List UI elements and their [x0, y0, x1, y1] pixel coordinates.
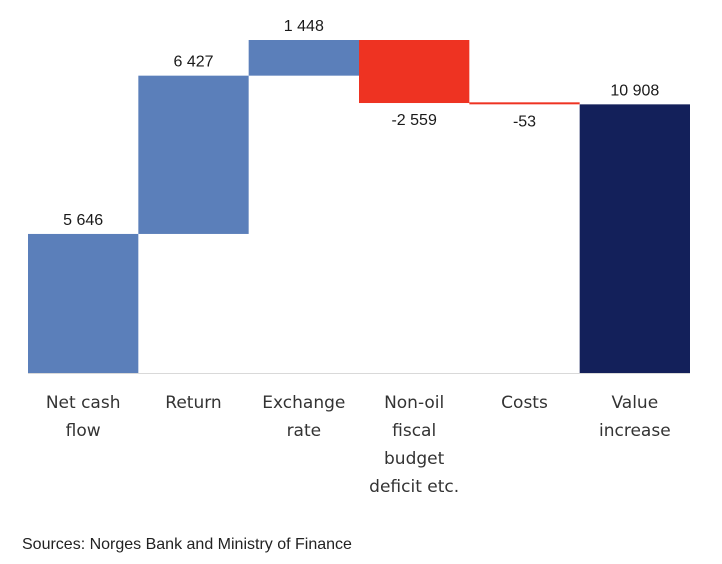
category-label-value-increase: Value increase [599, 393, 671, 441]
bar-exchange-rate [248, 40, 359, 76]
value-label-return: 6 427 [173, 54, 213, 71]
category-label-net-cash-flow: Net cash flow [46, 393, 121, 441]
value-label-non-oil-deficit: -2 559 [391, 112, 436, 129]
bars-group [28, 40, 690, 374]
category-labels-group: Net cash flow Return Exchange rate Non-oil fis… [46, 393, 671, 497]
bar-return [138, 75, 249, 234]
bar-costs [469, 102, 580, 105]
source-note: Sources: Norges Bank and Ministry of Fin… [22, 536, 352, 553]
value-labels-group: 5 646 6 427 1 448 -2 559 -53 10 908 [63, 18, 659, 229]
category-label-costs: Costs [501, 393, 548, 413]
waterfall-chart: 5 646 6 427 1 448 -2 559 -53 10 908 Net cash f… [28, 18, 690, 497]
bar-non-oil-deficit [359, 40, 470, 104]
bar-net-cash-flow [28, 233, 139, 373]
value-label-exchange-rate: 1 448 [284, 18, 324, 35]
bar-value-increase [579, 104, 690, 374]
value-label-value-increase: 10 908 [610, 82, 659, 99]
category-label-non-oil-deficit: Non-oil fiscal budget deficit etc. [369, 393, 459, 497]
value-label-costs: -53 [513, 113, 536, 130]
category-label-return: Return [165, 393, 221, 413]
category-label-exchange-rate: Exchange rate [262, 393, 345, 441]
value-label-net-cash-flow: 5 646 [63, 212, 103, 229]
